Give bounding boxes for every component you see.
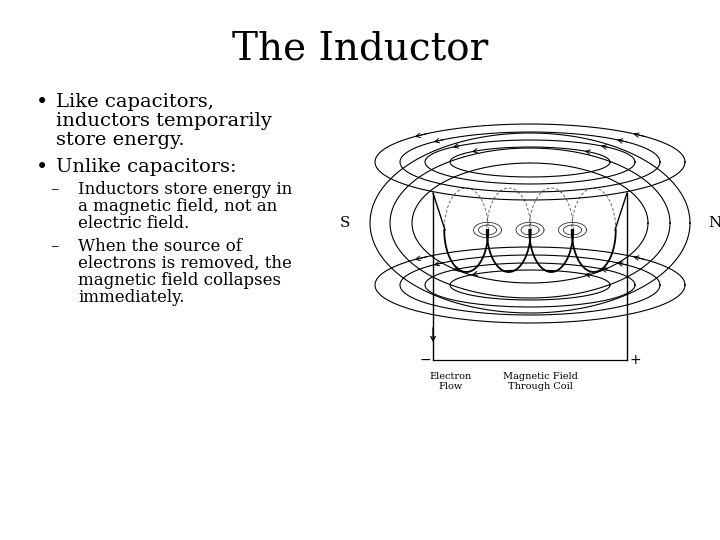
Text: When the source of: When the source of	[78, 238, 242, 255]
Text: electric field.: electric field.	[78, 215, 189, 232]
Text: store energy.: store energy.	[56, 131, 184, 149]
Text: Magnetic Field
Through Coil: Magnetic Field Through Coil	[503, 372, 577, 391]
Text: •: •	[36, 158, 48, 177]
Text: electrons is removed, the: electrons is removed, the	[78, 255, 292, 272]
Text: immediately.: immediately.	[78, 289, 184, 306]
Text: •: •	[36, 93, 48, 112]
Text: Inductors store energy in: Inductors store energy in	[78, 181, 292, 198]
Text: S: S	[340, 216, 350, 230]
Text: The Inductor: The Inductor	[232, 30, 488, 67]
Text: −: −	[419, 353, 431, 367]
Text: a magnetic field, not an: a magnetic field, not an	[78, 198, 277, 215]
Text: Electron
Flow: Electron Flow	[430, 372, 472, 391]
Text: N: N	[708, 216, 720, 230]
Text: Unlike capacitors:: Unlike capacitors:	[56, 158, 236, 176]
Text: –: –	[50, 181, 58, 198]
Text: magnetic field collapses: magnetic field collapses	[78, 272, 281, 289]
Text: Like capacitors,: Like capacitors,	[56, 93, 214, 111]
Text: +: +	[629, 353, 641, 367]
Text: –: –	[50, 238, 58, 255]
Text: inductors temporarily: inductors temporarily	[56, 112, 272, 130]
